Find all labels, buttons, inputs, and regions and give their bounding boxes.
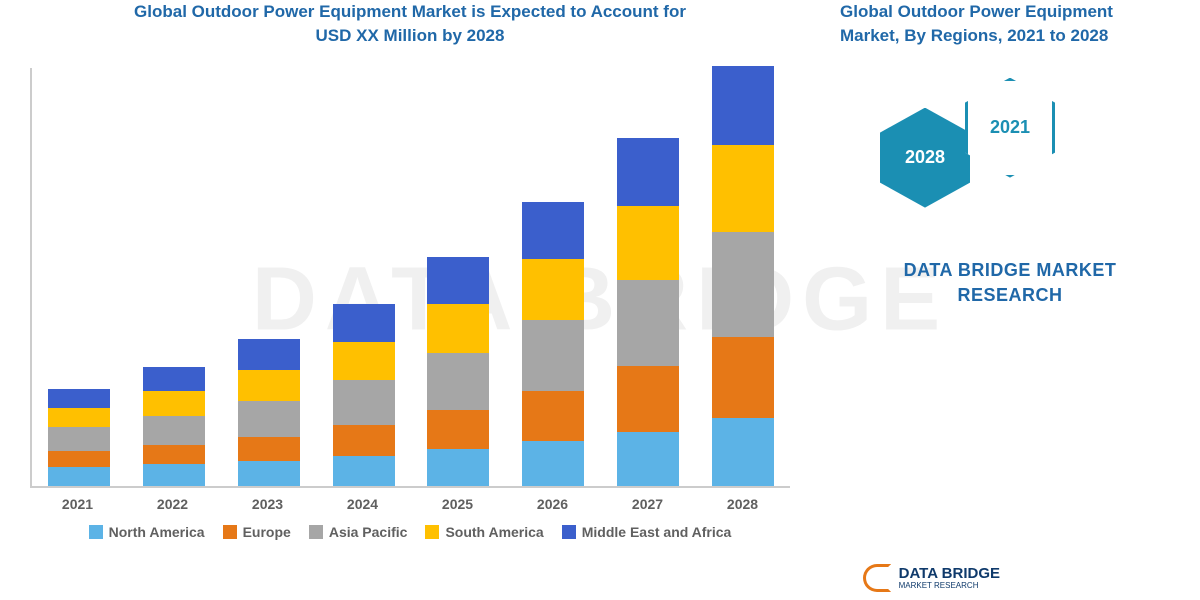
x-tick-label: 2028 [712,496,774,512]
bar-2027 [617,138,679,485]
footer-logo: DATA BRIDGE MARKET RESEARCH [863,564,1000,592]
bar-segment [522,259,584,319]
x-tick-label: 2021 [47,496,109,512]
bar-segment [427,449,489,485]
chart-legend: North America Europe Asia Pacific South Ame… [30,524,790,540]
bar-segment [333,456,395,485]
bar-segment [238,461,300,485]
bar-segment [143,464,205,486]
chart-title-line2: USD XX Million by 2028 [316,26,505,45]
x-tick-label: 2022 [142,496,204,512]
bar-segment [238,437,300,461]
legend-label: South America [445,524,543,540]
sidebar-title-line2: Market, By Regions, 2021 to 2028 [840,26,1108,45]
bar-segment [143,367,205,391]
brand-line2: RESEARCH [957,285,1062,305]
bar-segment [333,425,395,456]
hex-label-2021: 2021 [990,117,1030,138]
chart-plot-area [30,68,790,488]
bar-segment [427,353,489,410]
bar-segment [617,432,679,486]
x-tick-label: 2027 [617,496,679,512]
legend-swatch [309,525,323,539]
bar-segment [427,257,489,304]
footer-sub: MARKET RESEARCH [899,581,1000,590]
bar-segment [522,441,584,486]
bar-segment [522,391,584,441]
bar-segment [617,206,679,280]
bar-segment [427,410,489,450]
hex-label-2028: 2028 [905,147,945,168]
bar-2026 [522,202,584,485]
legend-swatch [562,525,576,539]
legend-swatch [89,525,103,539]
x-tick-label: 2025 [427,496,489,512]
hexagon-graphic: 2028 2021 [880,78,1100,228]
bar-segment [712,232,774,337]
chart-panel: Global Outdoor Power Equipment Market is… [0,0,820,600]
x-tick-label: 2024 [332,496,394,512]
hexagon-2021: 2021 [965,78,1055,178]
bar-segment [238,370,300,401]
legend-swatch [223,525,237,539]
bar-segment [238,401,300,437]
bar-2023 [238,339,300,486]
bar-segment [712,418,774,485]
bar-2021 [48,389,110,486]
brand-line1: DATA BRIDGE MARKET [904,260,1117,280]
footer-logo-text-wrap: DATA BRIDGE MARKET RESEARCH [899,566,1000,590]
x-axis-labels: 2021 2022 2023 2024 2025 2026 2027 2028 [30,496,790,512]
legend-item: South America [425,524,543,540]
legend-label: North America [109,524,205,540]
sidebar-panel: Global Outdoor Power Equipment Market, B… [820,0,1200,600]
bar-segment [522,320,584,391]
chart-title: Global Outdoor Power Equipment Market is… [30,0,790,48]
bar-segment [712,337,774,418]
bars-container [32,68,790,486]
bar-segment [48,408,110,427]
legend-swatch [425,525,439,539]
bar-segment [333,380,395,425]
bar-segment [712,145,774,231]
bar-segment [143,445,205,464]
bar-2022 [143,367,205,485]
x-tick-label: 2026 [522,496,584,512]
footer-brand: DATA BRIDGE [899,566,1000,581]
bar-2028 [712,66,774,486]
x-tick-label: 2023 [237,496,299,512]
bar-segment [427,304,489,352]
bar-2024 [333,304,395,485]
sidebar-title-line1: Global Outdoor Power Equipment [840,2,1113,21]
legend-item: Europe [223,524,291,540]
footer-logo-icon [863,564,891,592]
bar-segment [48,467,110,486]
bar-segment [143,391,205,415]
legend-item: Asia Pacific [309,524,408,540]
sidebar-title: Global Outdoor Power Equipment Market, B… [840,0,1180,48]
bar-segment [712,66,774,146]
bar-segment [617,366,679,432]
legend-item: Middle East and Africa [562,524,732,540]
bar-segment [522,202,584,259]
brand-caption: DATA BRIDGE MARKET RESEARCH [840,258,1180,308]
bar-segment [48,427,110,451]
bar-2025 [427,257,489,485]
legend-label: Middle East and Africa [582,524,732,540]
bar-segment [238,339,300,370]
chart-title-line1: Global Outdoor Power Equipment Market is… [134,2,686,21]
bar-segment [333,342,395,380]
bar-segment [617,280,679,366]
bar-segment [143,416,205,445]
bar-segment [48,389,110,408]
legend-item: North America [89,524,205,540]
legend-label: Europe [243,524,291,540]
bar-segment [333,304,395,342]
legend-label: Asia Pacific [329,524,408,540]
bar-segment [617,138,679,205]
bar-segment [48,451,110,467]
hexagon-2028: 2028 [880,108,970,208]
